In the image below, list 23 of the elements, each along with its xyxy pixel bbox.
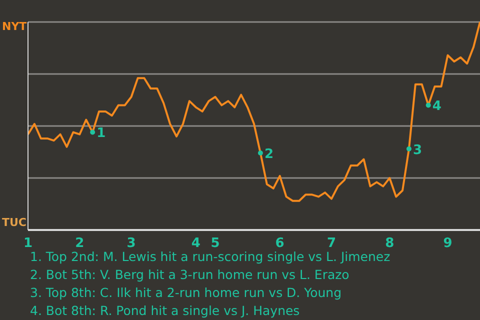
text: 1. Top 2nd: M. Lewis hit a run-scoring single vs L. Jimenez bbox=[30, 249, 390, 264]
x-tick-label: 8 bbox=[385, 236, 394, 252]
x-tick-label: 7 bbox=[326, 236, 336, 252]
text: 2. Bot 5th: V. Berg hit a 3-run home run vs L. Erazo bbox=[30, 266, 350, 284]
point bbox=[258, 150, 263, 156]
text: TUC bbox=[2, 216, 27, 230]
series-label: 4 bbox=[432, 99, 442, 114]
x-tick-label: 4 bbox=[191, 236, 200, 252]
point bbox=[406, 146, 412, 152]
text: 4. Bot 8th: R. Pond hit a single vs J. Haynes bbox=[30, 302, 301, 320]
series-label: 1 bbox=[96, 126, 106, 142]
x-tick-label: 5 bbox=[210, 236, 220, 252]
point bbox=[426, 102, 431, 108]
x-tick-label: 3 bbox=[126, 236, 136, 252]
text: 3. Top 8th: C. Ilk hit a 2-run home run vs D. Young bbox=[30, 284, 343, 302]
x-tick-label: 2 bbox=[75, 236, 84, 252]
series-label: 2 bbox=[264, 147, 274, 162]
x-tick-label: 6 bbox=[275, 236, 284, 252]
series-label: 3 bbox=[412, 142, 422, 158]
x-tick-label: 1 bbox=[23, 236, 33, 252]
x-tick-label: 9 bbox=[443, 236, 452, 252]
text: NYT bbox=[2, 20, 27, 34]
point bbox=[90, 130, 96, 135]
